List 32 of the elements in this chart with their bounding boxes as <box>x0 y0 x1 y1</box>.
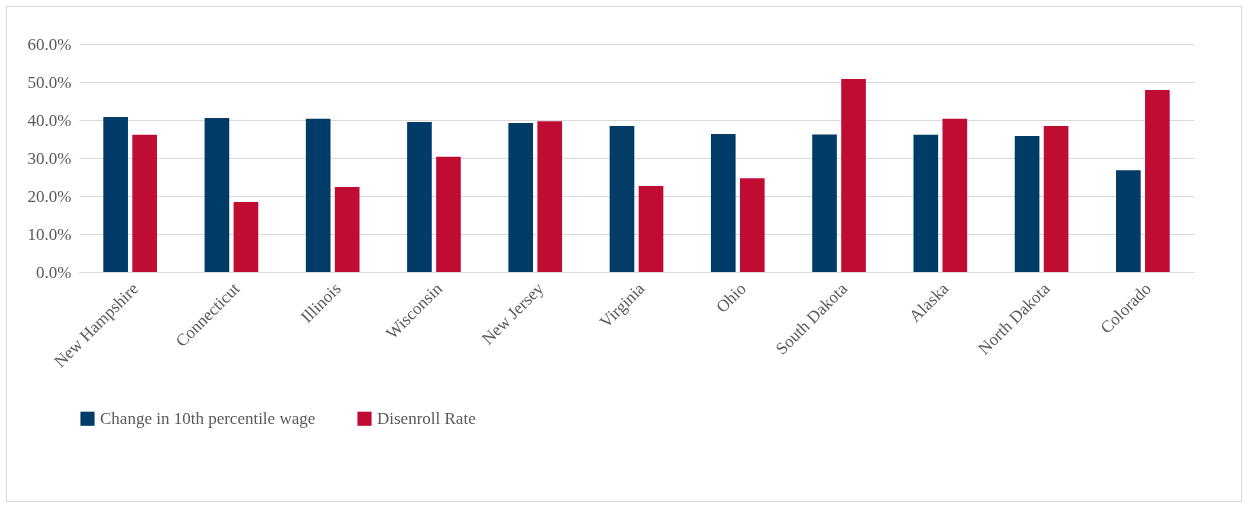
bar <box>812 134 837 272</box>
bar <box>334 186 360 272</box>
bar <box>1014 135 1040 272</box>
bar <box>436 156 461 272</box>
bar <box>841 78 866 272</box>
y-tick-label: 20.0% <box>27 186 72 206</box>
bar <box>739 178 765 272</box>
bar <box>233 202 259 272</box>
bar <box>537 121 563 272</box>
bar <box>204 118 230 272</box>
bar <box>913 134 939 272</box>
bar <box>103 116 128 272</box>
bar <box>1116 170 1141 272</box>
bar <box>508 123 534 272</box>
y-tick-label: 50.0% <box>27 72 72 92</box>
y-tick-label: 0.0% <box>36 262 72 282</box>
bar <box>132 134 157 272</box>
bar <box>942 118 968 272</box>
bar <box>710 134 736 272</box>
bar <box>1043 126 1069 272</box>
y-tick-label: 60.0% <box>27 34 72 54</box>
y-tick-label: 40.0% <box>27 110 72 130</box>
x-tick-label: Ohio <box>712 279 750 317</box>
bar <box>638 186 664 272</box>
y-tick-label: 10.0% <box>27 224 72 244</box>
legend-label: Disenroll Rate <box>377 408 476 428</box>
bar <box>1145 89 1170 272</box>
y-tick-label: 30.0% <box>27 148 72 168</box>
legend-label: Change in 10th percentile wage <box>100 408 316 428</box>
bar <box>609 126 635 272</box>
bar <box>407 121 432 272</box>
bar <box>305 118 331 272</box>
